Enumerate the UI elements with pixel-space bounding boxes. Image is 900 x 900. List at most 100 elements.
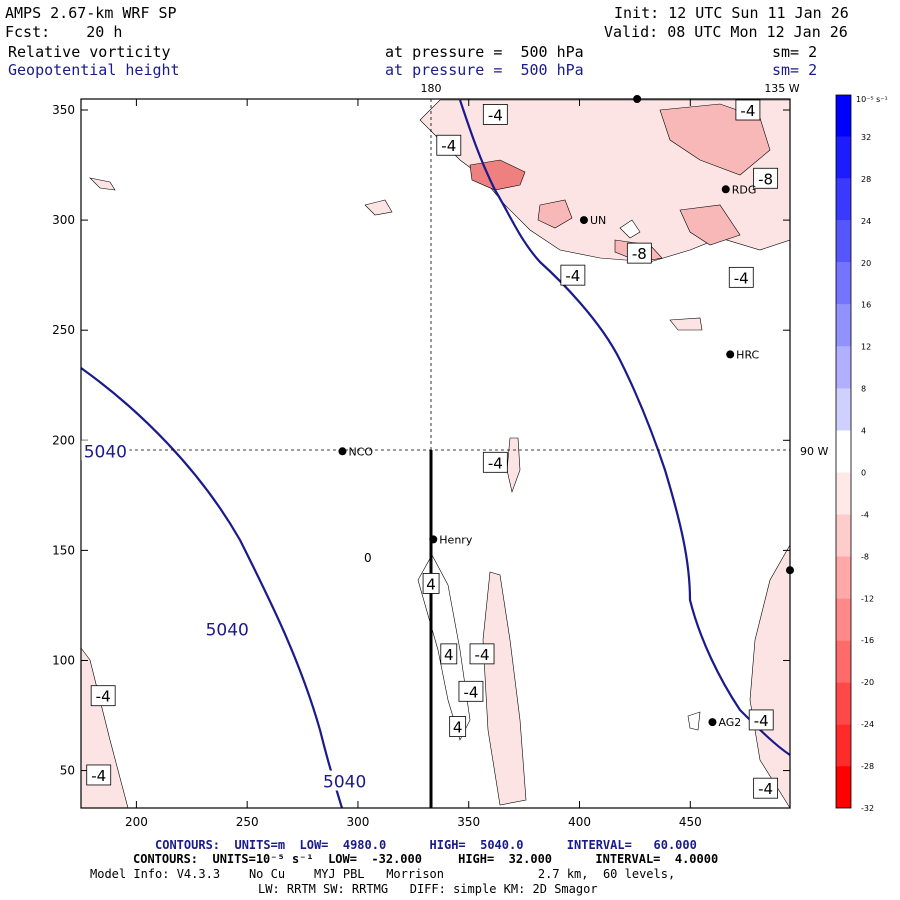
colorbar-swatch	[836, 262, 851, 305]
x-tick-label: 450	[679, 815, 702, 829]
colorbar-swatch	[836, 178, 851, 221]
colorbar-tick-label: 0	[861, 468, 866, 477]
colorbar-tick-label: -20	[861, 678, 874, 687]
height-label-bg	[320, 770, 369, 791]
vort-label-box	[436, 134, 462, 156]
height-labels: 5040 5040 5040	[81, 440, 369, 793]
colorbar-tick-label: 20	[861, 259, 871, 268]
y-tick-label: 150	[52, 543, 75, 557]
vort-label: 4	[444, 646, 454, 664]
vort-label-box	[90, 685, 116, 707]
vort-contour-small2	[687, 711, 701, 731]
station-marker	[579, 216, 588, 225]
x-tick-label: 250	[236, 815, 259, 829]
vort-label-box	[728, 266, 754, 288]
colorbar-tick-label: -8	[861, 552, 869, 561]
x-tick-label: 400	[568, 815, 591, 829]
station-label: UN	[590, 214, 606, 227]
lon-label-135w: 135 W	[764, 82, 799, 95]
station-marker	[721, 185, 730, 194]
model-info: Model Info: V4.3.3 No Cu MYJ PBL Morriso…	[90, 867, 676, 881]
colorbar-swatch	[836, 388, 851, 431]
y-tick-label: 250	[52, 323, 75, 337]
x-tick-label: 350	[457, 815, 480, 829]
y-tick-label: 50	[60, 764, 75, 778]
field2-smoothing: sm= 2	[772, 61, 818, 79]
vort-fill-small2	[669, 317, 703, 331]
vort-label: -4	[740, 102, 755, 120]
y-tick-label: 300	[52, 213, 75, 227]
plot-frame	[80, 98, 791, 809]
station-marker	[708, 718, 717, 727]
vort-label-box	[735, 99, 761, 121]
colorbar-frame	[835, 94, 852, 809]
colorbar: 32 28 24 20 16 12 8 4 0 -4 -8 -12 -16 -20 -24 -28 -32	[835, 94, 874, 813]
colorbar-swatch	[836, 766, 851, 808]
vort-label: -4	[734, 269, 749, 287]
colorbar-tick-label: 28	[861, 175, 871, 184]
colorbar-unit-label: 10⁻⁵ s⁻¹	[856, 95, 888, 104]
vort-fill-patch4	[659, 103, 771, 176]
height-contours	[80, 99, 791, 809]
x-tick-label: 300	[347, 815, 370, 829]
vort-fill-east-edge	[749, 543, 791, 810]
colorbar-tick-label: -12	[861, 594, 874, 603]
height-label-bg	[203, 618, 252, 639]
vort-fill-sliver1	[506, 437, 521, 494]
zero-contour-label: 0	[364, 551, 372, 565]
vort-label: -4	[488, 106, 503, 124]
vort-label-box	[482, 451, 508, 473]
field1-level: at pressure = 500 hPa	[385, 43, 584, 61]
height-contour-5040-west	[80, 367, 344, 809]
station-marker	[633, 95, 642, 103]
vort-label: -4	[758, 780, 773, 798]
field1-smoothing: sm= 2	[772, 43, 818, 61]
vort-label-box	[422, 573, 440, 594]
model-title: AMPS 2.67-km WRF SP	[5, 4, 177, 22]
colorbar-tick-label: -4	[861, 510, 869, 519]
colorbar-tick-label: -16	[861, 636, 874, 645]
colorbar-swatch	[836, 724, 851, 767]
height-label-bg	[81, 440, 130, 461]
colorbar-swatch	[836, 220, 851, 263]
vort-label: -4	[488, 454, 503, 472]
station-label: Henry	[439, 533, 473, 546]
station-label: NCO	[348, 445, 373, 458]
vort-label-box	[748, 709, 774, 731]
vort-label-box	[560, 264, 586, 286]
vort-label: 4	[453, 719, 463, 737]
vort-label: -4	[441, 137, 456, 155]
valid-time: Valid: 08 UTC Mon 12 Jan 26	[604, 23, 848, 41]
colorbar-swatch	[836, 136, 851, 179]
colorbar-tick-label: -32	[861, 804, 874, 813]
vort-fill-patch5	[679, 204, 741, 246]
vort-label-box	[626, 242, 652, 264]
vort-fill-strip1	[482, 571, 527, 806]
lon-label-90w: 90 W	[800, 445, 828, 458]
forecast-hour: Fcst: 20 h	[5, 23, 123, 41]
station-marker	[726, 350, 735, 359]
vort-label-box	[753, 777, 779, 799]
colorbar-tick-label: 8	[861, 385, 866, 394]
vort-label: -4	[565, 267, 580, 285]
vort-label: -4	[475, 646, 490, 664]
colorbar-swatch	[836, 556, 851, 599]
height-label: 5040	[84, 442, 127, 462]
colorbar-swatch	[836, 430, 851, 473]
vort-label-box	[753, 167, 779, 189]
colorbar-swatch	[836, 472, 851, 515]
axis-ticks: 200 250 300 350 400 450 350 300 250 200 150 100 50	[52, 99, 790, 829]
vort-label: -4	[463, 683, 478, 701]
station-label: HRC	[736, 348, 759, 361]
vort-label: -4	[91, 767, 106, 785]
colorbar-tick-label: 4	[861, 427, 866, 436]
height-contour-info: CONTOURS: UNITS=m LOW= 4980.0 HIGH= 5040…	[155, 838, 697, 852]
stations: RDG UN HRC NCO Henry AG2	[338, 95, 794, 729]
station-marker	[429, 535, 438, 544]
vort-label-box	[469, 643, 495, 665]
vort-fill-patch3	[537, 199, 573, 229]
colorbar-tick-label: 24	[861, 217, 871, 226]
colorbar-swatch	[836, 640, 851, 683]
vort-label-box	[482, 104, 508, 125]
